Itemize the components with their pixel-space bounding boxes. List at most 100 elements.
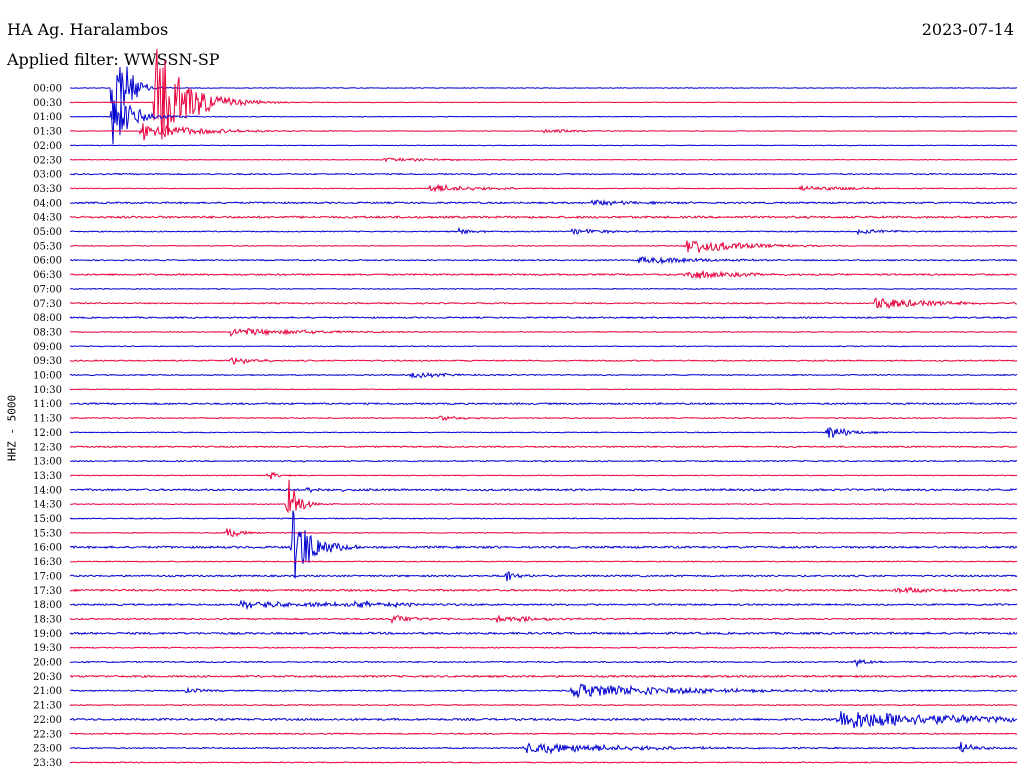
- trace-1200: [69, 426, 1018, 438]
- trace-1930: [69, 646, 1017, 649]
- trace-0530: [69, 240, 1018, 253]
- trace-2000: [69, 658, 1018, 668]
- time-tick-label: 21:30: [33, 701, 62, 712]
- time-tick-label: 04:30: [33, 213, 62, 224]
- time-tick-label: 10:00: [33, 371, 62, 382]
- time-tick-label: 22:00: [33, 715, 62, 726]
- trace-1530: [69, 528, 1018, 538]
- trace-0700: [69, 287, 1018, 290]
- trace-0900: [69, 345, 1018, 348]
- trace-1100: [69, 402, 1018, 406]
- time-tick-label: 09:00: [33, 342, 62, 353]
- time-tick-label: 10:30: [33, 385, 62, 396]
- trace-0730: [69, 297, 1017, 310]
- trace-1700: [69, 570, 1018, 582]
- time-tick-label: 06:00: [33, 256, 62, 267]
- trace-0130: [69, 123, 1018, 141]
- trace-0400: [69, 199, 1017, 207]
- time-tick-label: 01:00: [33, 112, 62, 123]
- time-tick-label: 03:30: [33, 184, 62, 195]
- time-tick-label: 05:00: [33, 227, 62, 238]
- trace-0230: [69, 156, 1017, 163]
- time-tick-label: 19:00: [33, 629, 62, 640]
- trace-1400: [69, 486, 1018, 494]
- time-tick-label: 08:30: [33, 327, 62, 338]
- time-tick-label: 02:30: [33, 155, 62, 166]
- trace-1630: [69, 560, 1018, 563]
- time-tick-label: 07:00: [33, 284, 62, 295]
- time-tick-label: 11:30: [33, 414, 62, 425]
- time-tick-label: 06:30: [33, 270, 62, 281]
- time-tick-label: 18:00: [33, 600, 62, 611]
- time-tick-label: 15:00: [33, 514, 62, 525]
- trace-0930: [69, 356, 1018, 366]
- time-tick-label: 11:00: [33, 399, 62, 410]
- trace-0830: [69, 328, 1018, 338]
- trace-1600: [69, 510, 1018, 579]
- trace-1900: [69, 631, 1018, 636]
- trace-1300: [70, 459, 1018, 463]
- time-tick-label: 08:00: [33, 313, 62, 324]
- time-tick-label: 13:00: [33, 457, 62, 468]
- time-tick-label: 04:00: [33, 198, 62, 209]
- trace-1800: [69, 599, 1018, 611]
- trace-0500: [70, 226, 1018, 236]
- time-tick-label: 15:30: [33, 528, 62, 539]
- time-tick-label: 07:30: [33, 299, 62, 310]
- time-tick-label: 17:30: [33, 586, 62, 597]
- trace-2330: [69, 761, 1018, 764]
- trace-2300: [69, 741, 1018, 755]
- time-tick-label: 12:30: [33, 442, 62, 453]
- time-tick-label: 13:30: [33, 471, 62, 482]
- time-tick-label: 09:30: [33, 356, 62, 367]
- trace-2230: [69, 732, 1018, 736]
- trace-1130: [69, 415, 1018, 421]
- time-tick-label: 14:30: [33, 500, 62, 511]
- trace-1230: [69, 445, 1018, 449]
- time-tick-label: 20:30: [33, 672, 62, 683]
- trace-0600: [69, 255, 1018, 265]
- trace-1430: [69, 479, 1018, 514]
- trace-0330: [69, 183, 1017, 193]
- trace-0200: [69, 144, 1018, 147]
- time-tick-label: 14:00: [33, 485, 62, 496]
- station-title: HA Ag. Haralambos: [7, 20, 169, 39]
- trace-1330: [69, 471, 1018, 480]
- trace-0300: [69, 172, 1018, 176]
- time-tick-label: 23:00: [33, 744, 62, 755]
- time-tick-label: 01:30: [33, 127, 62, 138]
- time-tick-label: 05:30: [33, 241, 62, 252]
- time-tick-label: 16:30: [33, 557, 62, 568]
- trace-2130: [69, 703, 1018, 707]
- time-tick-label: 12:00: [33, 428, 62, 439]
- date-label: 2023-07-14: [921, 20, 1014, 39]
- trace-2200: [69, 711, 1018, 728]
- trace-0800: [69, 316, 1018, 320]
- time-tick-label: 00:00: [33, 84, 62, 95]
- trace-0630: [69, 270, 1018, 280]
- trace-group: [69, 48, 1018, 764]
- trace-0100: [70, 99, 1018, 145]
- time-tick-label: 18:30: [33, 614, 62, 625]
- trace-1830: [69, 614, 1018, 625]
- trace-1030: [69, 388, 1018, 391]
- trace-1500: [69, 517, 1018, 520]
- trace-0000: [69, 66, 1018, 120]
- time-tick-label: 19:30: [33, 643, 62, 654]
- time-tick-label: 00:30: [33, 98, 62, 109]
- tick-label-group: 00:00 00:30 01:00 01:30 02:00 02:30 03:00 03:30…: [33, 84, 62, 769]
- time-tick-label: 23:30: [33, 758, 62, 769]
- trace-1000: [69, 371, 1018, 379]
- trace-0430: [69, 215, 1018, 220]
- trace-0030: [69, 48, 1018, 140]
- trace-2100: [69, 683, 1018, 698]
- time-tick-label: 03:00: [33, 170, 62, 181]
- trace-1730: [69, 586, 1018, 594]
- time-tick-label: 02:00: [33, 141, 62, 152]
- filter-label: Applied filter: WWSSN-SP: [7, 50, 220, 69]
- time-tick-label: 16:00: [33, 543, 62, 554]
- time-tick-label: 17:00: [33, 571, 62, 582]
- time-tick-label: 21:00: [33, 686, 62, 697]
- trace-2030: [69, 674, 1018, 679]
